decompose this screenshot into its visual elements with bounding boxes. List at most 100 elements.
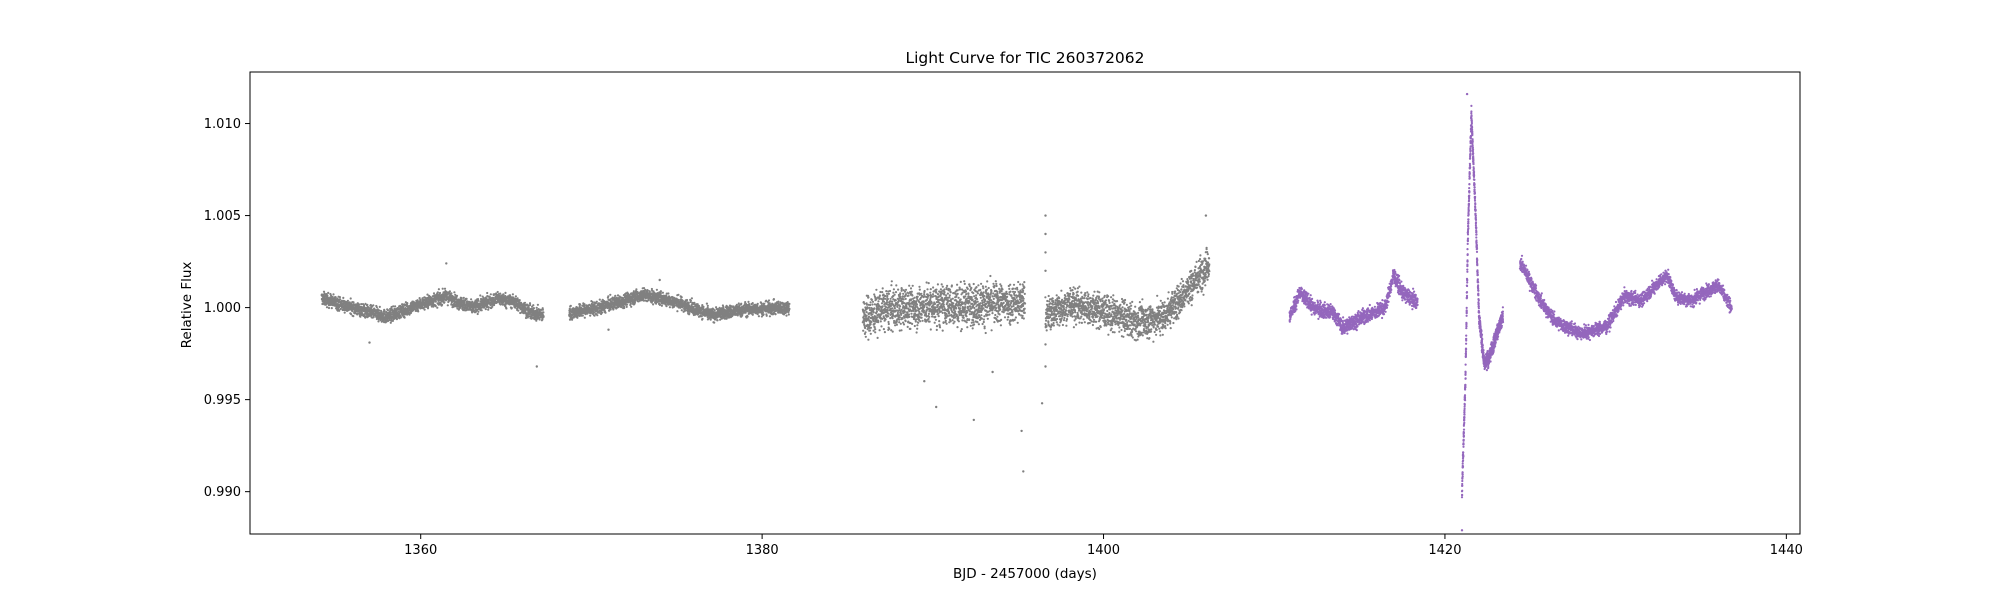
data-point bbox=[898, 316, 902, 319]
x-axis-label: BJD - 2457000 (days) bbox=[953, 566, 1097, 582]
data-point bbox=[338, 298, 342, 301]
data-point bbox=[890, 284, 893, 287]
data-point bbox=[788, 307, 791, 310]
data-point bbox=[346, 299, 349, 302]
data-point bbox=[869, 323, 872, 326]
data-point bbox=[579, 303, 582, 306]
data-point bbox=[438, 291, 442, 295]
data-point bbox=[523, 301, 527, 304]
data-point bbox=[787, 313, 790, 316]
data-point bbox=[596, 314, 599, 317]
data-point bbox=[441, 287, 444, 290]
data-point bbox=[514, 295, 518, 298]
data-point bbox=[329, 294, 333, 297]
data-point bbox=[902, 323, 906, 326]
data-point bbox=[883, 331, 887, 334]
data-point bbox=[892, 288, 896, 291]
data-point bbox=[386, 309, 389, 312]
data-point bbox=[863, 302, 866, 305]
data-point bbox=[881, 287, 884, 290]
data-point bbox=[471, 300, 474, 303]
data-point bbox=[900, 312, 903, 315]
data-point bbox=[652, 303, 655, 306]
data-point bbox=[406, 302, 409, 305]
data-point bbox=[511, 293, 514, 296]
data-point bbox=[667, 292, 670, 295]
data-point bbox=[625, 303, 629, 306]
data-point bbox=[865, 314, 868, 317]
data-point bbox=[581, 314, 584, 317]
data-point bbox=[591, 301, 594, 304]
data-point bbox=[899, 295, 902, 298]
data-point bbox=[339, 307, 342, 311]
data-point bbox=[419, 299, 422, 302]
data-point bbox=[785, 314, 788, 317]
data-point bbox=[746, 315, 749, 318]
data-point bbox=[761, 311, 765, 314]
data-point bbox=[870, 320, 873, 323]
data-point bbox=[898, 314, 901, 317]
data-point bbox=[869, 332, 872, 335]
data-point bbox=[887, 315, 890, 318]
data-point bbox=[689, 299, 693, 302]
data-point bbox=[532, 307, 536, 310]
data-point bbox=[446, 304, 449, 307]
data-point bbox=[659, 290, 663, 293]
data-point bbox=[899, 292, 902, 295]
data-point bbox=[777, 300, 780, 303]
data-point bbox=[470, 298, 473, 301]
data-point bbox=[911, 284, 914, 287]
data-point bbox=[598, 298, 601, 301]
data-point bbox=[874, 328, 877, 331]
data-point bbox=[387, 319, 390, 322]
data-point bbox=[915, 300, 918, 303]
data-point bbox=[869, 326, 873, 329]
data-point bbox=[900, 329, 903, 332]
data-point bbox=[627, 301, 630, 304]
data-point bbox=[896, 305, 899, 308]
data-point bbox=[904, 320, 907, 323]
data-point bbox=[690, 297, 694, 300]
data-point bbox=[327, 291, 330, 294]
data-point bbox=[903, 302, 906, 305]
data-point bbox=[360, 303, 363, 306]
data-point bbox=[881, 291, 884, 294]
data-point bbox=[891, 307, 894, 310]
data-point bbox=[541, 308, 545, 311]
outlier-point bbox=[607, 328, 610, 331]
data-point bbox=[489, 293, 492, 296]
data-point bbox=[322, 290, 326, 293]
data-point bbox=[658, 303, 662, 306]
data-point bbox=[877, 300, 880, 303]
data-point bbox=[652, 299, 656, 302]
data-point bbox=[443, 301, 446, 304]
data-point bbox=[535, 306, 538, 309]
data-point bbox=[687, 302, 690, 305]
data-point bbox=[895, 284, 898, 287]
data-point bbox=[917, 321, 920, 324]
data-point bbox=[788, 302, 791, 305]
data-point bbox=[665, 305, 668, 308]
data-point bbox=[916, 324, 919, 327]
data-point bbox=[702, 305, 705, 308]
data-point bbox=[391, 319, 394, 322]
data-point bbox=[661, 291, 665, 294]
data-point bbox=[906, 325, 909, 328]
data-point bbox=[864, 326, 867, 330]
data-point bbox=[532, 304, 535, 307]
data-point bbox=[623, 306, 626, 310]
data-point bbox=[432, 292, 436, 295]
data-point bbox=[479, 294, 482, 297]
data-point bbox=[583, 316, 586, 319]
data-point bbox=[722, 305, 725, 309]
data-point bbox=[887, 320, 890, 324]
data-point bbox=[713, 321, 716, 324]
data-point bbox=[476, 312, 479, 316]
data-point bbox=[706, 304, 709, 307]
data-point bbox=[900, 288, 903, 291]
data-point bbox=[907, 313, 911, 316]
data-point bbox=[884, 318, 887, 321]
data-point bbox=[887, 312, 890, 315]
data-point bbox=[725, 317, 728, 320]
